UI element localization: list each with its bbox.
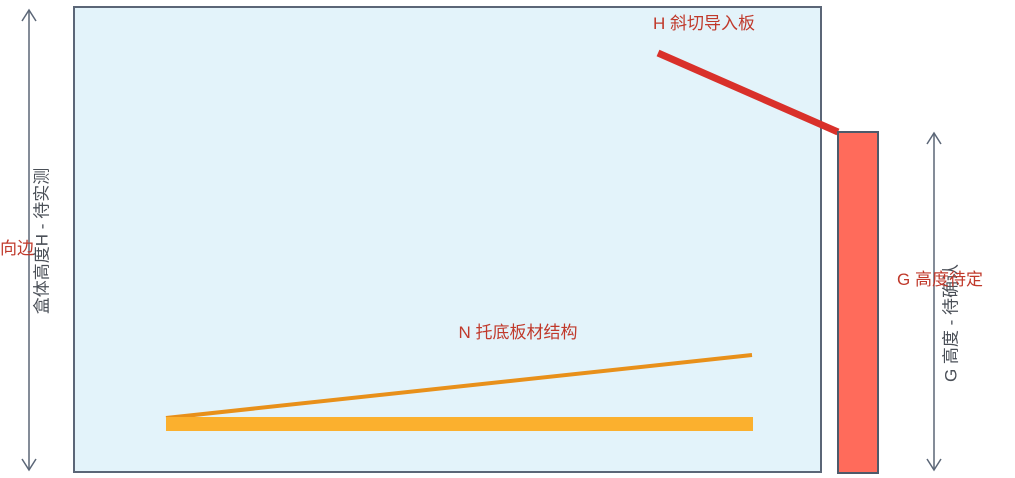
left-dimension-arrow: [21, 8, 37, 472]
base-slope-line: [165, 353, 753, 420]
base-plate-bar: [166, 417, 753, 431]
left-dimension-label: 盒体高度H - 待实测: [33, 168, 52, 314]
chamfer-board-label: H 斜切导入板: [653, 14, 755, 33]
box-body: [73, 6, 822, 473]
right-dimension-arrow: [926, 131, 942, 472]
side-block: [837, 131, 879, 474]
base-structure-label: N 托底板材结构: [459, 323, 578, 342]
chamfer-guide-board: [656, 49, 840, 136]
right-side-label: G 高度待定: [897, 270, 983, 289]
left-overlap-label: 向边: [0, 239, 34, 258]
right-dimension-label: G 高度 - 待确认: [942, 264, 961, 382]
